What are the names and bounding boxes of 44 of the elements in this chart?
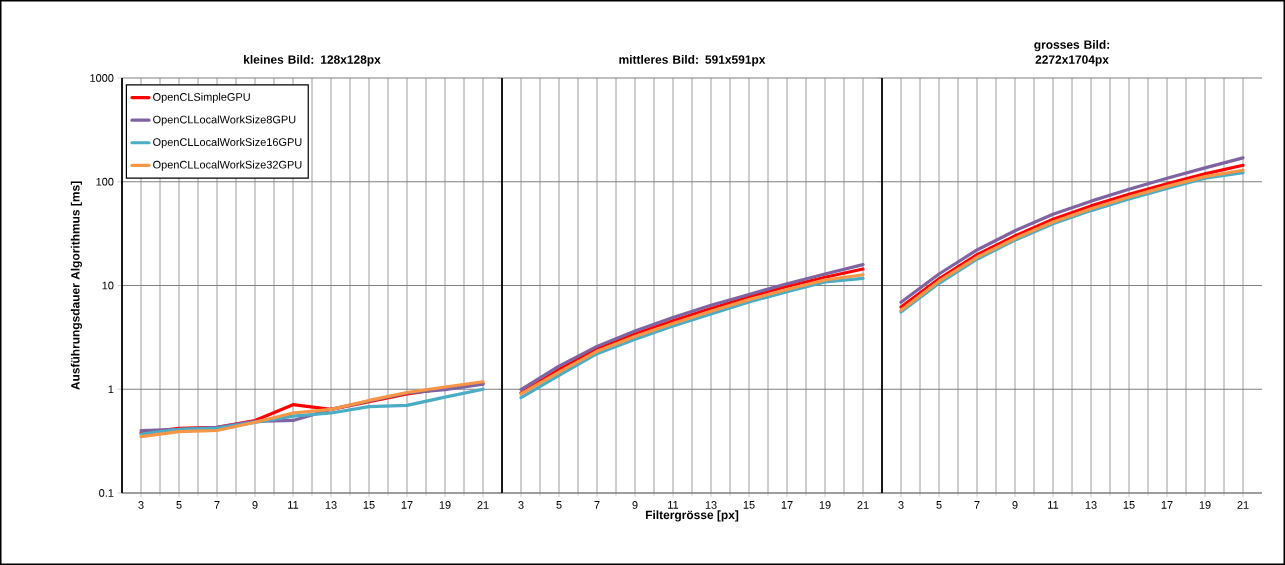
x-axis-title: Filtergrösse [px] [645, 510, 739, 522]
x-tick-label: 15 [743, 501, 755, 509]
x-tick-label: 19 [819, 501, 831, 509]
x-tick-label: 7 [974, 501, 980, 509]
legend-label: OpenCLSimpleGPU [153, 92, 250, 104]
y-tick-label: 1 [108, 385, 114, 394]
x-tick-label: 15 [363, 501, 375, 509]
x-tick-label: 13 [1085, 501, 1097, 509]
x-tick-label: 5 [176, 501, 182, 509]
y-tick-label: 0.1 [99, 489, 114, 497]
x-tick-label: 19 [1199, 501, 1211, 509]
y-tick-label: 10 [102, 281, 114, 290]
x-tick-label: 19 [439, 501, 451, 509]
x-tick-label: 3 [138, 501, 144, 509]
x-tick-label: 11 [668, 501, 679, 509]
x-tick-label: 7 [594, 501, 600, 509]
x-tick-label: 17 [781, 501, 793, 509]
x-tick-label: 9 [252, 501, 258, 509]
x-tick-label: 21 [1237, 501, 1249, 509]
x-tick-label: 13 [325, 501, 337, 509]
chart-title: kleines Bild: 128x128px [244, 55, 381, 67]
x-tick-label: 21 [857, 501, 869, 509]
x-tick-label: 15 [1123, 501, 1135, 509]
x-tick-label: 11 [288, 501, 299, 509]
x-tick-label: 11 [1048, 501, 1059, 509]
x-tick-label: 5 [936, 501, 942, 509]
y-tick-label: 100 [96, 177, 114, 186]
x-tick-label: 13 [705, 501, 717, 509]
y-tick-label: 1000 [90, 74, 114, 82]
legend-label: OpenCLLocalWorkSize8GPU [153, 115, 296, 126]
x-tick-label: 5 [556, 501, 562, 509]
chart-title: mittleres Bild: 591x591px [619, 55, 766, 67]
x-tick-label: 17 [401, 501, 413, 509]
legend-label: OpenCLLocalWorkSize32GPU [153, 160, 302, 171]
y-axis-title: Ausführungsdauer Algorithmus [ms] [70, 181, 83, 390]
x-tick-label: 17 [1161, 501, 1173, 509]
x-tick-label: 3 [518, 501, 524, 509]
chart-title: grosses Bild: 2272x1704px [1034, 40, 1110, 67]
x-tick-label: 3 [898, 501, 904, 509]
legend-label: OpenCLLocalWorkSize16GPU [153, 137, 302, 149]
x-tick-label: 9 [632, 501, 638, 509]
x-tick-label: 7 [214, 501, 220, 509]
x-tick-label: 21 [477, 501, 489, 509]
x-tick-label: 9 [1012, 501, 1018, 509]
